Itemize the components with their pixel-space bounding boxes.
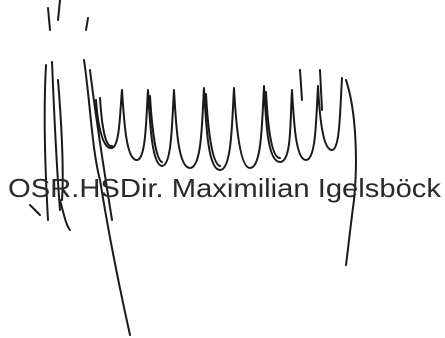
stroke [48, 0, 88, 30]
loops-shadow [100, 92, 280, 166]
page: OSR.HSDir. Maximilian Igelsböck (() => {… [0, 0, 445, 338]
signature-name: OSR.HSDir. Maximilian Igelsböck [8, 173, 442, 203]
stroke [30, 200, 70, 230]
stroke [300, 70, 356, 265]
signature-image: OSR.HSDir. Maximilian Igelsböck [0, 0, 445, 338]
loops [96, 78, 342, 170]
handwritten-signature [30, 0, 356, 335]
